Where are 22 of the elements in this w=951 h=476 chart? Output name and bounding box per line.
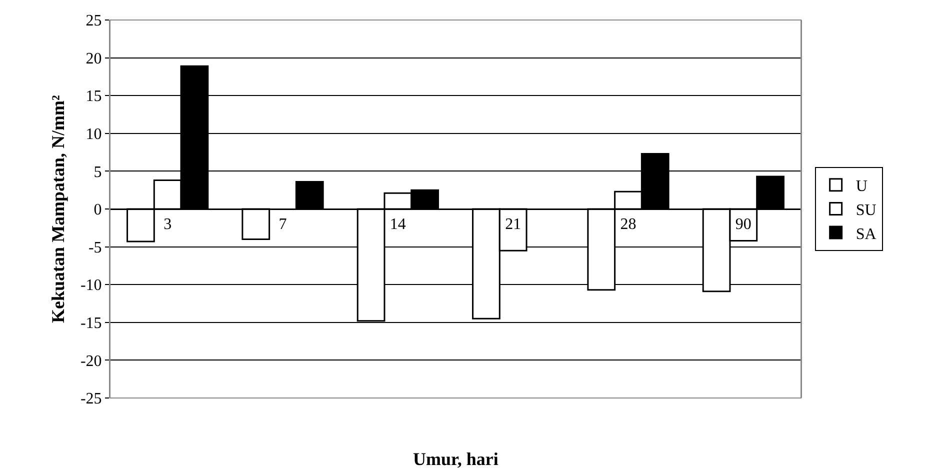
x-axis-title: Umur, hari [413,449,498,469]
y-tick-label: -5 [88,239,102,256]
y-tick-label: -20 [80,352,102,370]
y-tick-label: 10 [86,126,102,143]
x-tick-label: 90 [735,216,752,234]
y-tick-label: 15 [86,88,102,106]
y-tick-label: 0 [94,202,102,219]
x-tick-label: 3 [164,216,172,234]
y-axis-title: Kekuatan Mampatan, N/mm² [48,95,68,323]
x-tick-label: 21 [505,216,522,234]
x-tick-label: 28 [620,216,636,234]
legend-label: SU [856,202,877,219]
y-tick-label: -15 [80,315,102,332]
y-tick-label: -25 [80,390,102,408]
x-tick-label: 7 [278,216,287,234]
legend-label: SA [856,226,877,243]
y-tick-label: 25 [86,12,102,30]
y-tick-label: -10 [80,277,102,294]
y-tick-label: 20 [86,50,102,68]
y-tick-label: 5 [94,164,102,181]
legend-label: U [856,178,868,196]
x-tick-label: 14 [390,216,406,234]
